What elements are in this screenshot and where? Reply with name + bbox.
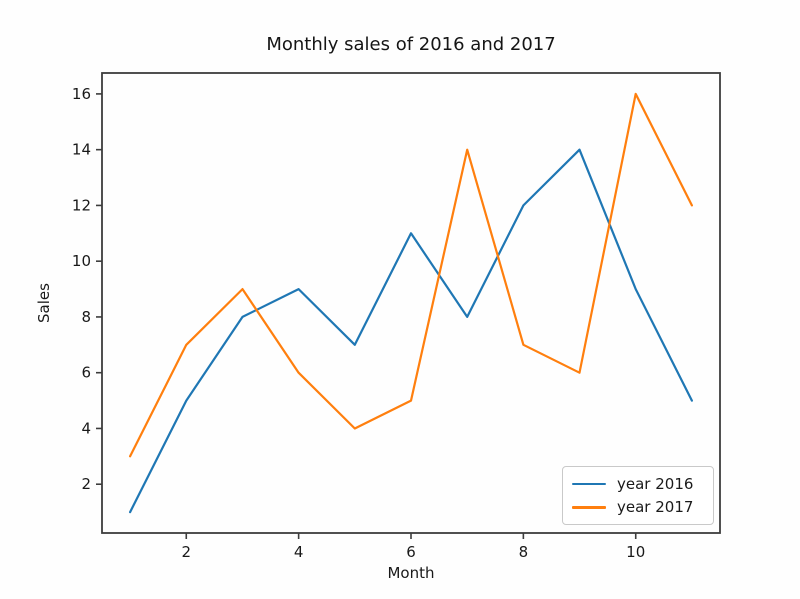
x-tick-label: 10 xyxy=(626,543,645,561)
legend-label: year 2017 xyxy=(617,498,694,517)
x-tick-label: 2 xyxy=(181,543,191,561)
legend-item: year 2016 xyxy=(572,475,704,493)
series-line-year-2017 xyxy=(129,92,694,458)
legend: year 2016 year 2017 xyxy=(562,466,714,525)
y-tick-label: 10 xyxy=(72,252,91,270)
y-tick-label: 14 xyxy=(72,141,91,159)
y-tick-label: 16 xyxy=(72,85,91,103)
x-axis-label: Month xyxy=(387,564,435,582)
x-tick-label: 6 xyxy=(406,543,416,561)
y-tick-label: 6 xyxy=(81,364,91,382)
y-tick-label: 12 xyxy=(72,196,91,214)
y-tick-label: 4 xyxy=(81,419,91,437)
legend-item: year 2017 xyxy=(572,498,704,516)
legend-line-sample-2017 xyxy=(572,506,606,509)
x-tick-label: 4 xyxy=(294,543,304,561)
axes-spines xyxy=(101,72,721,534)
legend-label: year 2016 xyxy=(617,474,694,493)
y-tick-label: 8 xyxy=(81,308,91,326)
chart-title: Monthly sales of 2016 and 2017 xyxy=(266,34,556,55)
legend-line-sample-2016 xyxy=(572,482,606,485)
y-tick-label: 2 xyxy=(81,475,91,493)
x-tick-label: 8 xyxy=(519,543,529,561)
series-line-year-2016 xyxy=(129,148,694,514)
y-axis-label: Sales xyxy=(35,283,53,323)
